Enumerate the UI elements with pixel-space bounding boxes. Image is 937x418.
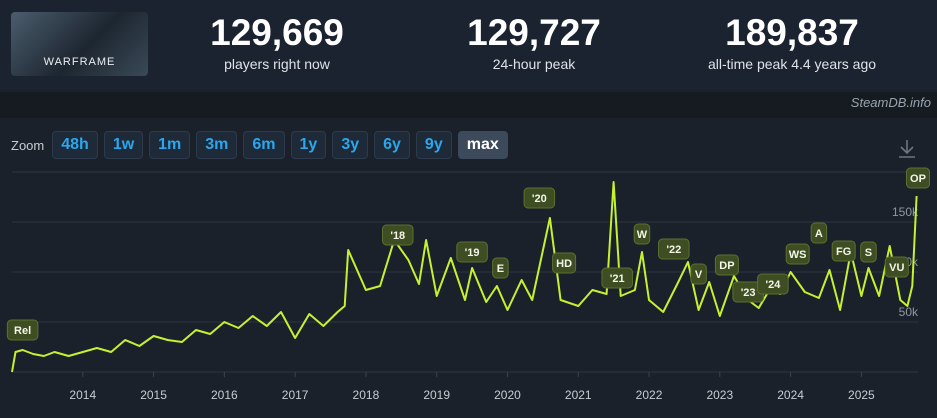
annotation-box [810,222,828,244]
header: WARFRAME 129,669 players right now 129,7… [0,0,937,90]
zoom-button[interactable]: 1m [149,131,191,159]
annotation-box [601,267,633,289]
stat: 189,837 all-time peak 4.4 years ago [672,12,912,74]
annotation-box [492,257,509,279]
annotation-label: Rel [14,325,31,337]
annotation-box [831,240,856,262]
annotation-label: OP [910,173,926,185]
annotation-label: '18 [390,230,405,242]
y-tick-label: 50k [899,305,919,319]
annotation-label: '22 [666,244,681,256]
annotation-label: HD [556,258,572,270]
series-line [11,181,918,373]
annotation-label: '19 [465,247,480,259]
annotation-box [658,238,690,260]
zoom-button[interactable]: 3m [196,131,238,159]
zoom-button[interactable]: 6m [243,131,285,159]
annotation-label: A [815,228,823,240]
zoom-button[interactable]: 9y [415,131,452,159]
download-icon[interactable] [896,138,918,160]
zoom-controls: Zoom 48h 1w 1m 3m 6m 1y 3y 6y 9y max [11,131,508,159]
stat-label: 24-hour peak [492,56,576,72]
annotation-box [757,273,789,295]
annotation-box [860,241,877,263]
x-tick-label: 2022 [636,388,663,402]
y-tick-label: 150k [892,205,919,219]
x-tick-label: 2021 [565,388,592,402]
annotation-box [884,256,909,278]
zoom-label: Zoom [11,137,45,153]
x-tick-label: 2017 [282,388,309,402]
annotation-label: DP [719,260,734,272]
annotation-box [633,223,651,245]
zoom-button[interactable]: 1y [290,131,327,159]
annotation-label: S [865,247,872,259]
x-tick-label: 2019 [423,388,450,402]
x-tick-label: 2023 [706,388,733,402]
annotation-box [6,319,39,341]
stat-label: players right now [224,56,330,72]
annotation-box [906,167,930,189]
annotation-label: '24 [765,279,781,291]
x-tick-label: 2020 [494,388,521,402]
x-tick-label: 2015 [140,388,167,402]
x-tick-label: 2024 [777,388,804,402]
zoom-button[interactable]: 6y [374,131,410,159]
annotation-box [523,187,556,209]
annotation-box [690,263,707,285]
annotation-box [382,224,414,246]
game-logo: WARFRAME [11,12,148,76]
chart: 50k100k150k20142015201620172018201920202… [6,167,930,402]
stat-label: all-time peak 4.4 years ago [707,56,877,72]
x-tick-label: 2014 [69,388,96,402]
stat: 129,727 24-hour peak [414,12,654,74]
annotation-label: '20 [532,193,547,205]
x-tick-label: 2018 [353,388,380,402]
zoom-button[interactable]: 48h [52,131,98,159]
annotation-label: FG [836,246,851,258]
annotation-label: W [637,229,648,241]
annotation-box [552,252,577,274]
annotation-box [785,243,810,265]
annotation-label: '21 [610,273,625,285]
stat: 129,669 players right now [157,12,397,74]
watermark-bar: SteamDB.info [0,92,937,118]
x-tick-label: 2025 [848,388,875,402]
annotation-label: E [497,263,504,275]
zoom-button[interactable]: max [457,131,508,159]
zoom-button[interactable]: 3y [332,131,369,159]
game-logo-text: WARFRAME [43,56,116,68]
watermark: SteamDB.info [850,95,931,110]
stat-value: 189,837 [725,12,859,53]
annotation-label: V [695,269,703,281]
stat-value: 129,727 [467,12,601,53]
annotation-label: VU [889,262,904,274]
annotation-label: '23 [741,287,756,299]
zoom-button[interactable]: 1w [103,131,144,159]
stat-value: 129,669 [210,12,344,53]
annotation-label: WS [789,249,807,261]
annotation-box [714,254,739,276]
x-tick-label: 2016 [211,388,238,402]
annotation-box [456,241,488,263]
